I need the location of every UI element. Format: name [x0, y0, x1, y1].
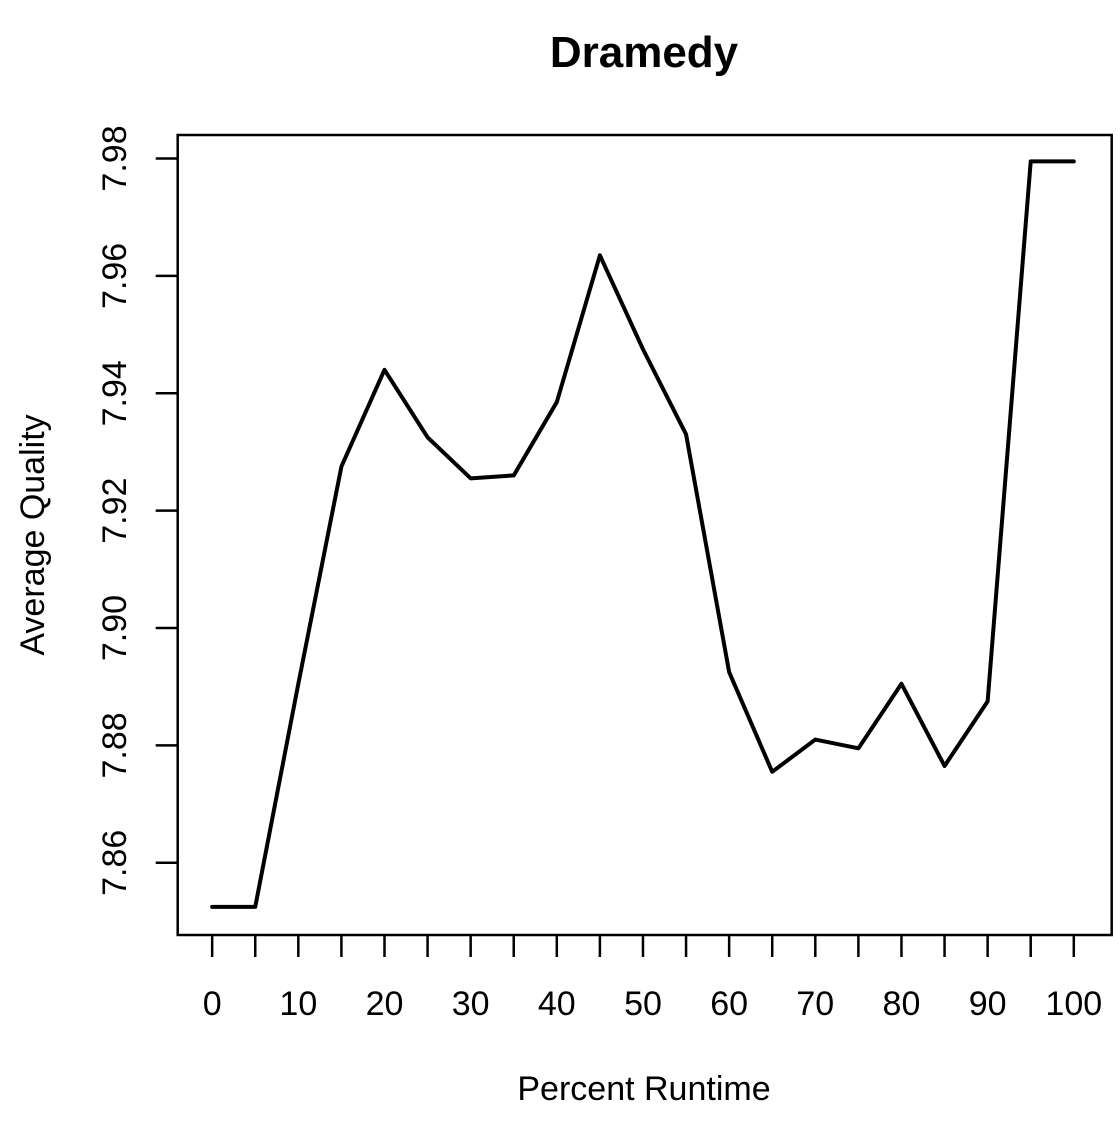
y-tick-label: 7.88: [96, 712, 134, 778]
chart-title: Dramedy: [550, 28, 739, 77]
x-tick-label: 80: [883, 985, 921, 1023]
plot-box: [176, 133, 1113, 937]
y-tick-label: 7.98: [96, 125, 134, 191]
y-tick-label: 7.96: [96, 243, 134, 309]
x-tick-label: 90: [969, 985, 1007, 1023]
y-axis-label: Average Quality: [14, 414, 52, 655]
x-tick-label: 30: [452, 985, 490, 1023]
y-tick-label: 7.90: [96, 595, 134, 661]
x-tick-label: 60: [710, 985, 748, 1023]
x-tick-label: 100: [1045, 985, 1102, 1023]
x-axis-label: Percent Runtime: [517, 1070, 770, 1108]
x-tick-label: 0: [203, 985, 222, 1023]
plot-area: 0 10 20 30 40 50 60 70 80 90 100 7.86 7.88 7.90 7.92 7.…: [96, 125, 1113, 1023]
x-tick-label: 50: [624, 985, 662, 1023]
x-tick-label: 10: [279, 985, 317, 1023]
y-tick-label: 7.94: [96, 360, 134, 426]
y-tick-label: 7.92: [96, 478, 134, 544]
x-tick-label: 40: [538, 985, 576, 1023]
x-tick-label: 20: [366, 985, 404, 1023]
x-tick-label: 70: [796, 985, 834, 1023]
quality-line: [210, 159, 1076, 909]
y-tick-label: 7.86: [96, 830, 134, 896]
